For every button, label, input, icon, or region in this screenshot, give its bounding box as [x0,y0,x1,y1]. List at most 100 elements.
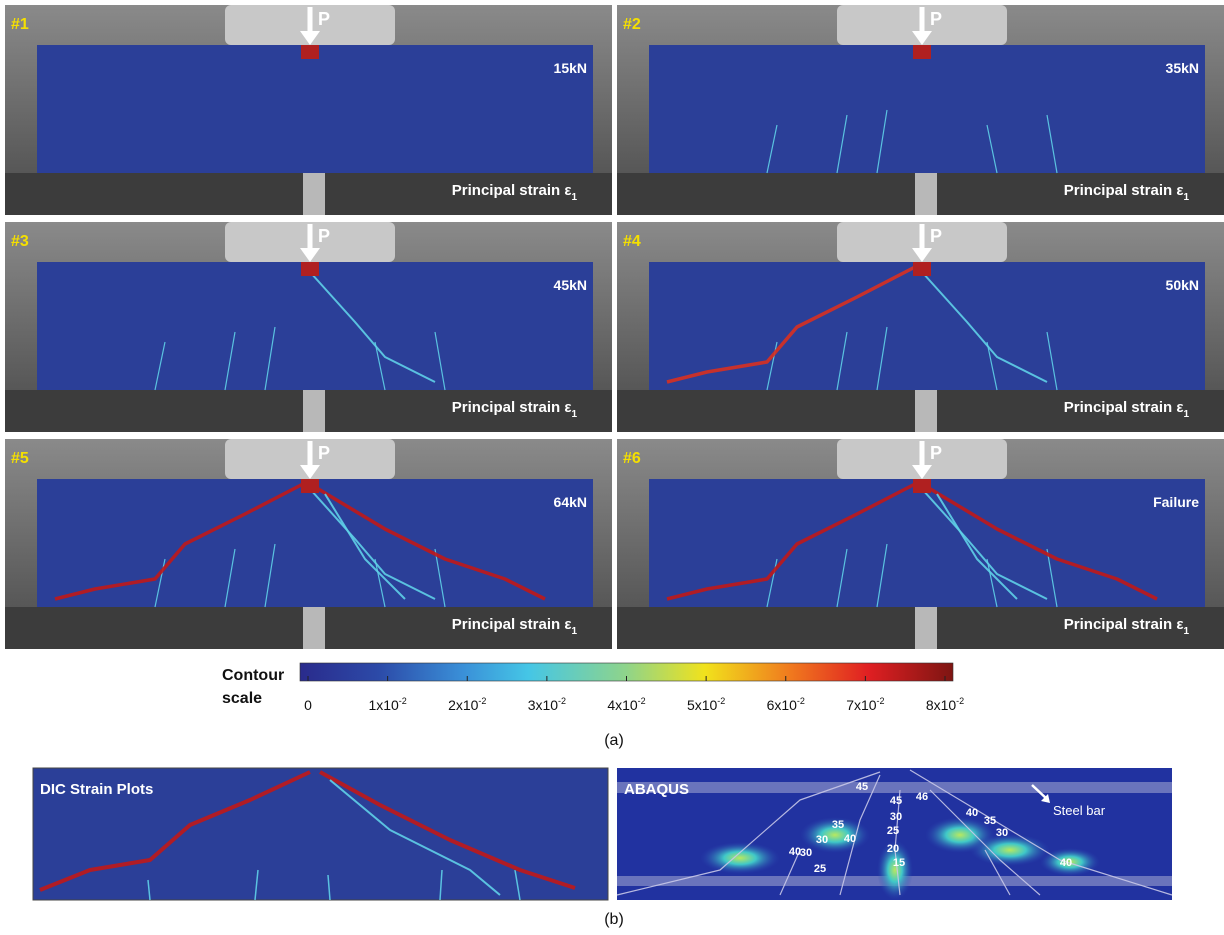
load-symbol: P [930,9,942,29]
tick-text: 0 [304,697,312,713]
strain-panel: P #6 Failure Principal strain ε1 [617,439,1224,649]
dic-title: DIC Strain Plots [40,781,153,798]
crack [1046,548,1058,608]
steel-band [617,782,1172,793]
crack [986,558,998,608]
crack [264,543,276,608]
tick-exp: -2 [717,696,725,706]
load-symbol: P [930,443,942,463]
strain-label-text: Principal strain ε [1064,616,1184,633]
support-column [915,607,937,649]
crack [921,271,1048,383]
tick-base: 2x10 [448,697,479,713]
crack [876,109,888,174]
colorbar-tick-label: 5x10-2 [687,696,725,713]
support-column [915,173,937,215]
crack [836,114,848,174]
crack [666,265,916,384]
strain-panel: P #2 35kN Principal strain ε1 [617,5,1224,215]
load-value: 35kN [1166,60,1199,76]
crack [374,558,386,608]
contour-label: 40 [844,833,856,845]
load-value: 64kN [554,494,587,510]
strain-label: Principal strain ε1 [1064,182,1190,203]
strain-field [649,479,1205,607]
colorbar-title: scale [222,690,262,707]
colorbar-tick-label: 7x10-2 [846,696,884,713]
strain-field [37,262,593,390]
tick-base: 3x10 [528,697,559,713]
crack [374,341,386,391]
loading-zone [301,45,319,59]
crack [921,488,1048,600]
contour-label: 45 [856,781,868,793]
strain-label-text: Principal strain ε [452,616,572,633]
contour-label: 25 [814,863,826,875]
crack [434,548,446,608]
load-arrowhead [912,248,932,262]
support-column [303,390,325,432]
colorbar-tick-label: 6x10-2 [767,696,805,713]
tick-exp: -2 [638,696,646,706]
support-column [303,607,325,649]
crack [434,331,446,391]
strain-label: Principal strain ε1 [452,616,578,637]
load-value: 50kN [1166,277,1199,293]
loading-zone [301,262,319,276]
strain-panel: P #5 64kN Principal strain ε1 [5,439,612,649]
strain-panel: P #3 45kN Principal strain ε1 [5,222,612,432]
strain-blob [800,817,870,853]
contour-label: 30 [800,847,812,859]
strain-label-sub: 1 [1183,626,1189,637]
crack [876,543,888,608]
contour-label: 15 [893,857,905,869]
abaqus-title: ABAQUS [624,781,689,798]
steel-pointer-head [1041,794,1050,803]
caption: (b) [604,911,624,928]
dic-panel: DIC Strain Plots [32,767,609,901]
crack [984,849,1011,896]
load-value: Failure [1153,494,1199,510]
strain-field [649,262,1205,390]
crack [314,485,546,601]
loading-zone [913,479,931,493]
contour-label: 30 [816,834,828,846]
crack [147,879,151,901]
crack [836,548,848,608]
crack [876,326,888,391]
crack [439,869,443,901]
strain-panel: P #4 50kN Principal strain ε1 [617,222,1224,432]
panel-id: #2 [623,16,641,33]
crack [839,774,881,896]
load-symbol: P [318,226,330,246]
strain-field [649,45,1205,173]
crack [909,769,1173,896]
load-value: 45kN [554,277,587,293]
crack [224,331,236,391]
contour-label: 30 [996,827,1008,839]
crack [1046,331,1058,391]
colorbar-tick-label: 1x10-2 [368,696,406,713]
crack [154,341,166,391]
crack [327,874,331,901]
colorbar-tick-label: 3x10-2 [528,696,566,713]
strain-blob [877,840,913,900]
tick-base: 4x10 [607,697,638,713]
crack [894,789,901,896]
strain-label-text: Principal strain ε [1064,182,1184,199]
crack [309,488,436,600]
load-arrowhead [300,465,320,479]
contour-label: 40 [966,807,978,819]
strain-label-text: Principal strain ε [1064,399,1184,416]
crack [929,789,1041,896]
colorbar-tick-label: 8x10-2 [926,696,964,713]
panel-id: #3 [11,233,29,250]
strain-field [37,479,593,607]
load-symbol: P [318,443,330,463]
panel-id: #5 [11,450,29,467]
crack [264,326,276,391]
strain-label-sub: 1 [571,409,577,420]
tick-exp: -2 [877,696,885,706]
crack [39,770,311,892]
